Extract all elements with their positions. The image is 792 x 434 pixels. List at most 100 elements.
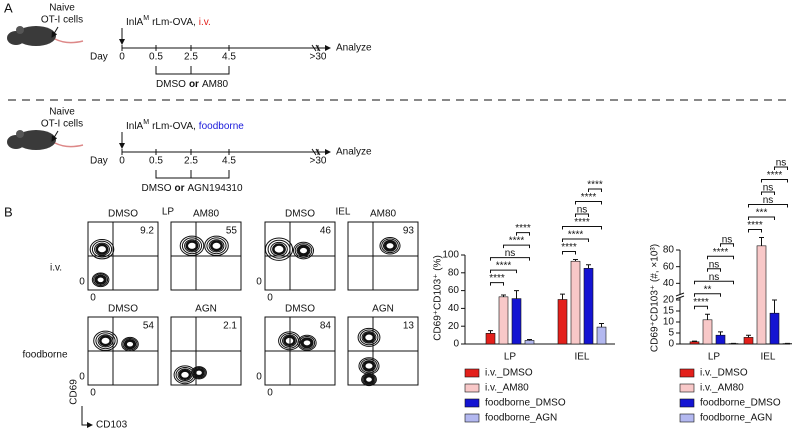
mouse-ear <box>16 130 24 138</box>
sig-bracket <box>575 213 589 217</box>
bar <box>511 298 522 345</box>
treatment-part: DMSO <box>156 79 186 90</box>
sig-label: ** <box>704 284 712 295</box>
strain-rest: rLm-OVA, <box>152 121 196 132</box>
error-bar <box>718 331 723 336</box>
strain-route: foodborne <box>199 121 244 132</box>
sig-label: **** <box>581 192 597 203</box>
bar <box>524 340 535 345</box>
bar <box>756 245 767 345</box>
contour <box>382 239 398 252</box>
line <box>315 148 321 156</box>
sig-bracket <box>503 244 530 249</box>
group: IEL <box>335 207 350 218</box>
y-tick-label: 80 <box>663 245 675 256</box>
contour <box>267 239 291 259</box>
legend-label: foodborne_DMSO <box>485 398 566 409</box>
strain-name: InlA <box>126 121 144 132</box>
line <box>315 44 321 52</box>
error-bar <box>501 294 506 297</box>
y-tick-label: 0 <box>453 339 459 350</box>
x-tick-label: IEL <box>760 352 775 363</box>
contour <box>361 372 377 387</box>
legend-swatch <box>679 398 695 408</box>
sig-bracket <box>761 191 775 195</box>
sig-label: **** <box>587 180 603 191</box>
treat-bracket <box>155 66 230 75</box>
line <box>675 292 685 297</box>
y-tick-label: 20 <box>663 295 675 306</box>
plot-header: DMSO <box>285 304 315 315</box>
y-tick-label: 10 <box>663 317 675 328</box>
axis-arrows <box>81 406 93 428</box>
panel-label: A <box>4 0 13 15</box>
contour <box>360 358 378 374</box>
treatment-part: AM80 <box>202 79 229 90</box>
y-tick-label: 100 <box>442 250 459 261</box>
cells: Naive <box>49 3 75 14</box>
contour <box>178 369 192 381</box>
contour <box>292 241 315 260</box>
day: Day <box>90 52 108 63</box>
contour <box>270 241 288 257</box>
legend-label: foodborne_AGN <box>700 413 772 424</box>
sig-bracket <box>490 282 504 286</box>
cells: OT-I cells <box>41 15 83 26</box>
contour <box>210 240 223 252</box>
contour <box>121 336 139 352</box>
contour <box>185 240 199 252</box>
row-label: foodborne <box>22 350 67 361</box>
error-bar <box>692 340 697 342</box>
plot-header: DMSO <box>108 209 138 220</box>
sig-bracket <box>490 269 517 274</box>
axis-break <box>676 295 684 298</box>
bar <box>570 260 581 345</box>
mouse-ear <box>16 26 24 34</box>
contour <box>91 240 113 258</box>
sig-label: **** <box>693 297 709 308</box>
legend-label: foodborne_AGN <box>485 413 557 424</box>
sig-label: **** <box>767 170 783 181</box>
sig-label: **** <box>747 220 763 231</box>
bar <box>689 341 700 345</box>
contour <box>208 239 225 253</box>
percent: 13 <box>403 321 415 332</box>
sig-bracket <box>694 293 721 297</box>
sig-bracket <box>748 216 775 220</box>
line <box>51 130 59 142</box>
y-tick-label: 60 <box>448 285 460 296</box>
bar <box>557 299 568 345</box>
error-bar <box>772 299 777 314</box>
mouse-body <box>16 130 56 150</box>
treatment-part: AGN194310 <box>187 183 242 194</box>
day-tick: 0.5 <box>149 156 163 167</box>
treatment-part: or <box>189 79 199 90</box>
bar <box>769 312 780 345</box>
sig-bracket <box>562 225 602 230</box>
legend-label: i.v._DMSO <box>485 368 533 379</box>
sig-label: **** <box>561 242 577 253</box>
sig-label: ns <box>763 183 774 194</box>
sig-label: **** <box>568 230 584 241</box>
day-tick: >30 <box>310 52 327 63</box>
sig-bracket <box>588 188 602 192</box>
legend-swatch <box>679 383 695 393</box>
day-tick: 0 <box>119 52 125 63</box>
percent: 2.1 <box>223 321 237 332</box>
day-tick: 4.5 <box>222 52 236 63</box>
y-tick-label: 40 <box>448 303 460 314</box>
axis-label: CD69 <box>69 379 80 405</box>
treatment-part: DMSO <box>141 183 171 194</box>
row-label: i.v. <box>50 263 62 274</box>
strain: InlAM rLm-OVA, i.v. <box>126 15 211 28</box>
y-axis-label: CD69⁺CD103⁺ (%) <box>433 255 444 341</box>
sig-bracket <box>490 257 530 261</box>
legend-label: i.v._AM80 <box>485 383 529 394</box>
contour <box>99 335 112 347</box>
bar <box>596 326 607 345</box>
mouse-head <box>7 135 25 149</box>
bar <box>583 268 594 345</box>
line <box>311 44 317 52</box>
legend-label: i.v._DMSO <box>700 368 748 379</box>
error-bar <box>514 290 519 299</box>
